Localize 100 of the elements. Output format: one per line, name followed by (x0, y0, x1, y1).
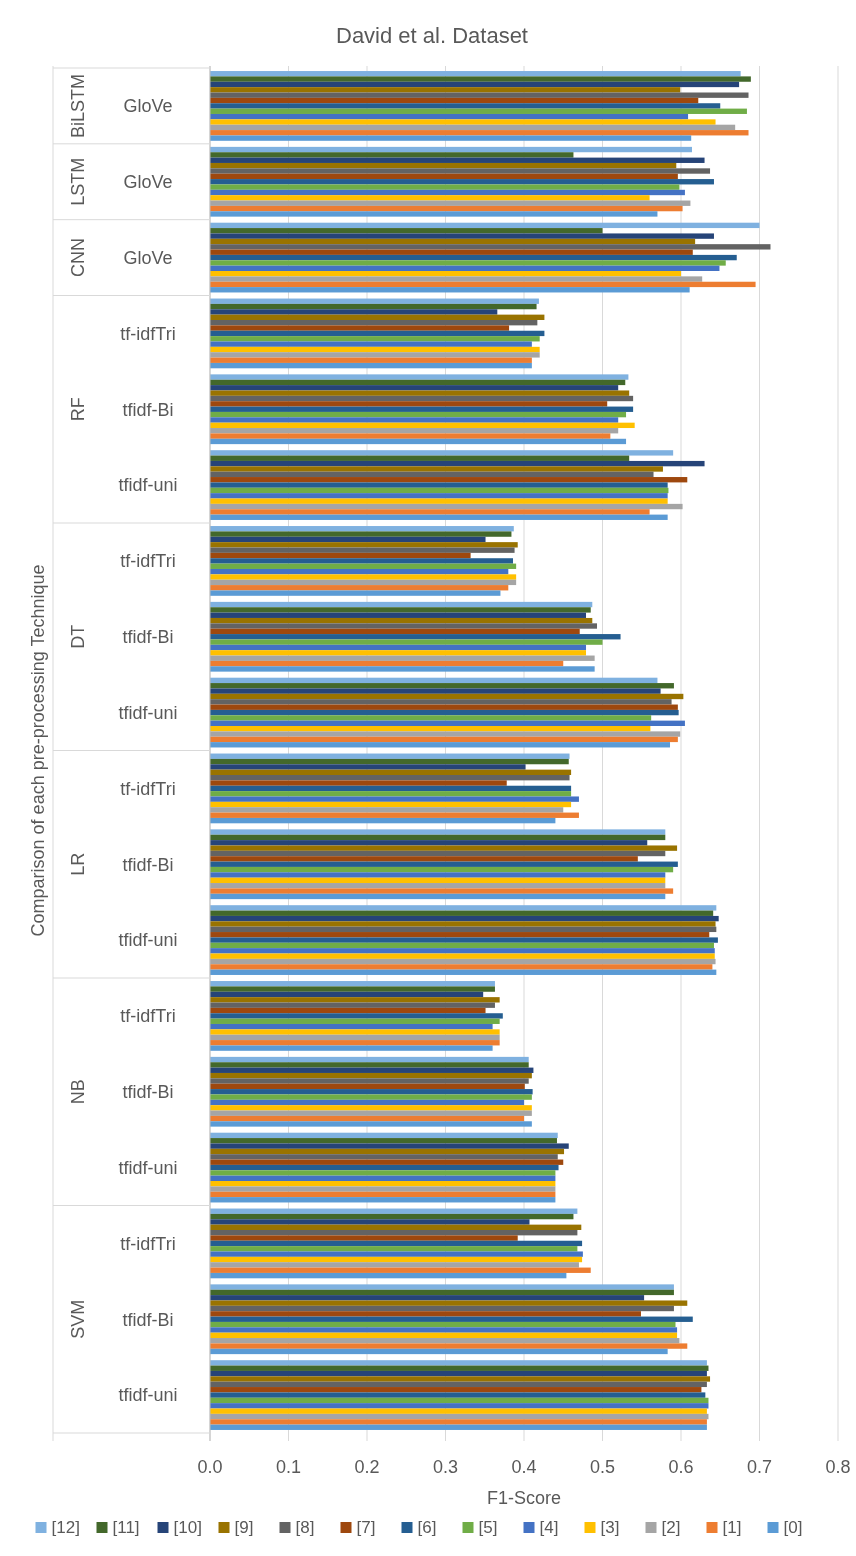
bar (210, 417, 619, 423)
bar (210, 309, 498, 315)
y-tick-label: tf-idfTri (120, 1233, 176, 1254)
bar (210, 336, 540, 342)
bar (210, 731, 681, 737)
bar (210, 547, 515, 553)
bar (210, 1316, 693, 1322)
bar (210, 964, 713, 970)
bar (210, 320, 538, 326)
bar (210, 1138, 557, 1144)
bar (210, 477, 688, 483)
bar (210, 152, 574, 158)
y-tick-label: tfidf-uni (118, 1157, 178, 1178)
bar (210, 942, 714, 949)
x-tick-label: 0.5 (589, 1457, 616, 1477)
bar (210, 103, 721, 109)
bar (210, 1208, 578, 1214)
bar (210, 585, 509, 591)
bar (210, 1034, 500, 1041)
bar (210, 666, 595, 672)
bar (210, 574, 517, 580)
text: NB (68, 1079, 89, 1105)
bar (210, 385, 619, 391)
y-tick-label: tf-idfTri (120, 778, 176, 799)
bar (210, 379, 626, 386)
bar (210, 271, 681, 277)
text: SVM (68, 1299, 89, 1339)
bar (210, 1256, 583, 1263)
bar (210, 411, 627, 418)
bar (210, 1132, 558, 1139)
legend-label: [7] (356, 1518, 376, 1537)
bar (210, 1413, 709, 1420)
bar (210, 1105, 532, 1111)
bar (210, 438, 627, 445)
bar (210, 374, 629, 380)
legend-label: [0] (783, 1518, 803, 1537)
x-tick-label: 0.7 (746, 1457, 773, 1477)
y-tick-label: tfidf-uni (118, 930, 178, 951)
x-tick-label: 0.4 (511, 1457, 537, 1477)
bar (210, 1272, 567, 1279)
bar (210, 238, 696, 245)
bar (210, 861, 678, 867)
bar (210, 888, 674, 894)
bar (210, 1295, 645, 1301)
bar (210, 108, 747, 114)
legend-label: [12] (51, 1518, 80, 1537)
bar (210, 688, 661, 694)
bar (210, 1284, 674, 1290)
y-tick-label: tfidf-uni (118, 475, 178, 496)
bar (210, 298, 539, 304)
bar (210, 1023, 493, 1030)
bar (210, 817, 556, 824)
y-tick-label: tfidf-Bi (122, 627, 174, 648)
bar (210, 1121, 532, 1127)
bar (210, 503, 683, 510)
bar (210, 1002, 495, 1008)
bar (210, 536, 486, 543)
bar (210, 650, 587, 656)
bar (210, 460, 705, 467)
bar (210, 390, 630, 396)
bar (210, 450, 674, 456)
bar (210, 287, 690, 293)
bar (210, 872, 666, 878)
bar (210, 113, 689, 120)
bar (210, 200, 691, 206)
bar (210, 753, 570, 759)
bar (210, 211, 658, 217)
bar (210, 1376, 711, 1382)
bar (210, 1360, 707, 1366)
y-tick-label: tfidf-Bi (122, 1082, 174, 1103)
bar (210, 1392, 706, 1398)
bar (210, 796, 579, 802)
bar (210, 341, 532, 347)
bar (210, 742, 671, 748)
bar (210, 791, 572, 797)
x-tick-label: 0.2 (354, 1457, 380, 1477)
x-tick-label: 0.8 (825, 1457, 851, 1477)
bar (210, 1343, 688, 1349)
bar (210, 493, 668, 499)
bar (210, 422, 635, 429)
bar (210, 1170, 556, 1176)
bar (210, 910, 714, 916)
bar (210, 1094, 532, 1100)
bar (210, 1305, 674, 1312)
bar (210, 124, 736, 131)
bar (210, 612, 587, 618)
bar (210, 146, 692, 153)
bar (210, 179, 714, 185)
bar (210, 1062, 529, 1068)
bar (210, 314, 545, 320)
legend-label: [8] (295, 1518, 315, 1537)
bar (210, 466, 663, 472)
bar (210, 558, 514, 564)
bar (210, 76, 751, 82)
bar (210, 1164, 559, 1171)
bar (210, 1186, 556, 1192)
bar (210, 1018, 500, 1024)
bar (210, 634, 621, 640)
bar (210, 769, 572, 775)
bar (210, 590, 501, 596)
